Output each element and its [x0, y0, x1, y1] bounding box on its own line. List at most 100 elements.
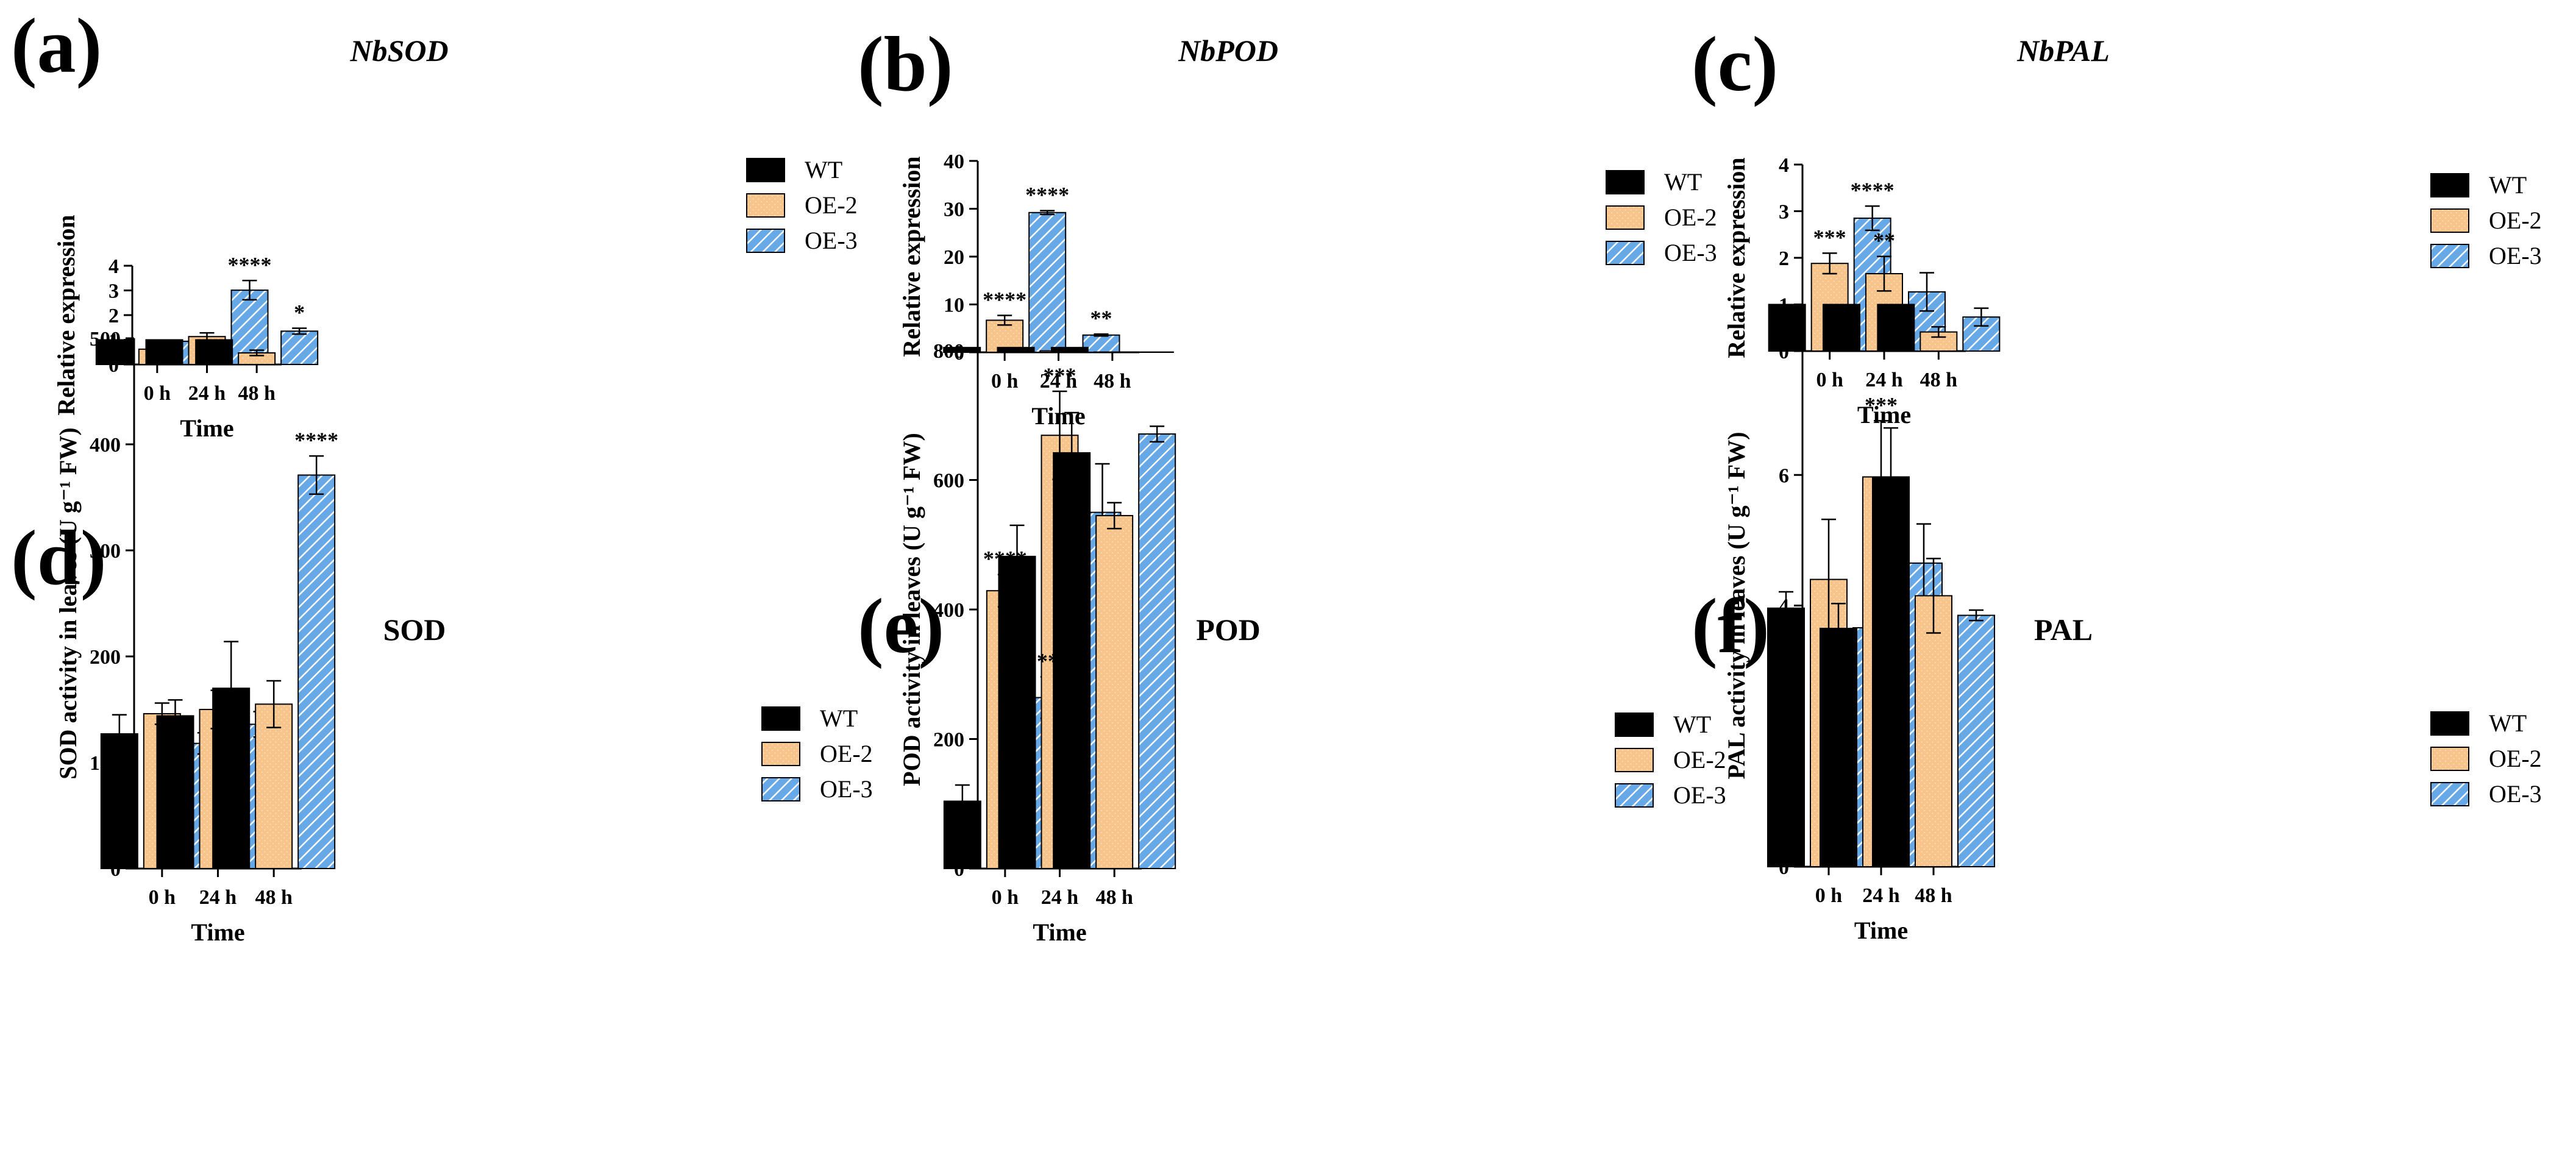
legend-label: OE-3: [820, 775, 873, 803]
bar-wt: [943, 347, 981, 354]
significance-label: *: [294, 300, 305, 324]
x-tick-label: 0 h: [149, 886, 176, 909]
legend-swatch-oe-2: [1615, 748, 1654, 772]
legend-label: OE-2: [1673, 746, 1726, 773]
x-tick-label: 0 h: [144, 382, 171, 405]
significance-label: ***: [1865, 393, 1898, 417]
significance-label: ****: [983, 547, 1027, 571]
y-tick-label: 300: [90, 540, 121, 563]
legend-label: WT: [2489, 171, 2527, 199]
legend-swatch-oe-2: [761, 742, 800, 766]
y-tick-label: 500: [90, 328, 121, 350]
legend-label: WT: [2489, 709, 2527, 737]
significance-label: ****: [983, 288, 1026, 312]
y-tick-label: 200: [90, 646, 121, 669]
significance-label: ****: [294, 428, 338, 452]
y-tick-label: 10: [944, 294, 964, 317]
chart-title: PAL: [2034, 613, 2093, 647]
significance-label: ****: [228, 252, 272, 277]
x-tick-label: 24 h: [188, 382, 226, 405]
significance-label: ****: [1851, 178, 1895, 202]
legend-label: OE-3: [2489, 780, 2542, 808]
x-tick-label: 0 h: [1815, 884, 1843, 907]
significance-label: **: [1091, 306, 1112, 330]
x-axis-label: Time: [1854, 917, 1908, 944]
bar-wt: [1823, 304, 1860, 352]
chart-title: NbSOD: [349, 34, 448, 68]
y-tick-label: 40: [944, 151, 964, 173]
x-tick-label: 0 h: [1816, 369, 1843, 391]
legend-label: OE-2: [820, 740, 873, 767]
bar-oe-2: [1095, 514, 1134, 869]
chart-title: NbPAL: [2016, 34, 2110, 68]
legend-label: WT: [1673, 711, 1711, 738]
legend-swatch-oe-2: [746, 193, 785, 218]
bar-oe-3: [1028, 211, 1067, 353]
bar-oe-3: [280, 330, 319, 366]
legend-label: OE-2: [805, 191, 858, 219]
bar-wt: [100, 733, 138, 870]
bar-wt: [195, 339, 233, 365]
bar-wt: [1767, 607, 1805, 867]
chart-title: POD: [1196, 613, 1261, 647]
legend-label: WT: [820, 705, 858, 732]
y-tick-label: 2: [1779, 247, 1789, 270]
significance-label: ***: [1044, 363, 1076, 388]
x-tick-label: 48 h: [1095, 886, 1133, 909]
bar-wt: [1053, 452, 1091, 869]
bar-oe-2: [1915, 595, 1952, 868]
y-tick-label: 400: [90, 434, 121, 457]
y-tick-label: 3: [109, 280, 119, 303]
bar-wt: [1877, 304, 1915, 352]
bar-wt: [1050, 347, 1089, 354]
bar-oe-2: [1920, 331, 1958, 352]
panel-letter: (a): [11, 2, 102, 89]
legend-swatch-oe-3: [1606, 241, 1645, 265]
y-tick-label: 200: [933, 729, 964, 752]
legend-swatch-wt: [2430, 711, 2469, 736]
legend-swatch-oe-3: [1615, 783, 1654, 808]
bar-oe-2: [255, 703, 293, 870]
y-tick-label: 600: [933, 470, 964, 492]
bar-wt: [95, 339, 133, 365]
x-tick-label: 48 h: [1915, 884, 1952, 907]
y-axis-label: PAL activity in leaves (U g⁻¹ FW): [1723, 432, 1750, 779]
bar-wt: [156, 715, 194, 869]
y-tick-label: 3: [1779, 201, 1789, 224]
bar-oe-3: [1957, 614, 1995, 867]
panel-letter: (b): [858, 21, 953, 107]
legend-swatch-oe-2: [2430, 747, 2469, 771]
legend-swatch-wt: [1606, 170, 1645, 194]
chart-title: SOD: [383, 613, 446, 647]
legend-swatch-oe-2: [1606, 205, 1645, 230]
x-axis-label: Time: [1031, 402, 1085, 430]
x-tick-label: 48 h: [1920, 369, 1958, 391]
panel-letter: (d): [11, 514, 106, 601]
x-tick-label: 0 h: [992, 886, 1019, 909]
legend-swatch-wt: [1615, 713, 1654, 737]
legend-swatch-wt: [2430, 173, 2469, 197]
chart-title: NbPOD: [1178, 34, 1278, 68]
legend-swatch-oe-3: [2430, 782, 2469, 806]
legend-swatch-oe-2: [2430, 208, 2469, 233]
legend-label: OE-3: [1664, 239, 1717, 266]
y-tick-label: 400: [933, 599, 964, 622]
legend-label: WT: [1664, 168, 1702, 196]
y-tick-label: 800: [933, 340, 964, 363]
significance-label: **: [1037, 649, 1059, 673]
bar-wt: [1820, 627, 1857, 868]
legend-label: WT: [805, 156, 842, 183]
bar-oe-3: [230, 290, 269, 365]
y-tick-label: 4: [109, 255, 119, 278]
legend-swatch-oe-3: [761, 777, 800, 801]
legend-label: OE-3: [1673, 781, 1726, 809]
legend-label: OE-2: [2489, 745, 2542, 772]
significance-label: ***: [1813, 225, 1846, 249]
x-tick-label: 48 h: [255, 886, 293, 909]
y-tick-label: 2: [109, 305, 119, 327]
legend-swatch-oe-3: [2430, 244, 2469, 268]
x-tick-label: 24 h: [199, 886, 237, 909]
y-axis-label: Relative expression: [52, 215, 80, 415]
y-tick-label: 20: [944, 246, 964, 269]
x-tick-label: 24 h: [1041, 886, 1079, 909]
